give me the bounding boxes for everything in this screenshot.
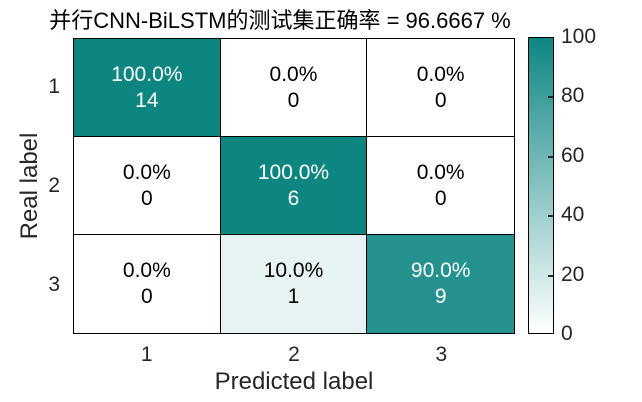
cell-count: 0 [287,88,300,112]
colorbar-tickmark-20 [548,274,553,277]
confusion-matrix-grid: 100.0% 14 0.0% 0 0.0% 0 0.0% 0 100.0% 6 0.0% 0 0.0% 0… [73,38,515,334]
matrix-cell-r1c3: 0.0% 0 [367,39,514,137]
y-tick-3: 3 [48,272,60,296]
y-tick-2: 2 [48,174,60,197]
x-tick-3: 3 [435,343,448,366]
matrix-cell-r2c1: 0.0% 0 [74,137,221,235]
colorbar-tick-60: 60 [561,143,585,167]
cell-count: 14 [135,88,159,112]
cell-percent: 100.0% [111,62,183,86]
colorbar-tickmark-60 [548,155,553,158]
x-axis-label: Predicted label [214,368,374,395]
chart-title: 并行CNN-BiLSTM的测试集正确率 = 96.6667 % [49,8,511,33]
matrix-cell-r2c2: 100.0% 6 [220,137,368,235]
cell-percent: 0.0% [416,160,465,184]
cell-count: 6 [287,186,300,210]
cell-percent: 100.0% [257,160,330,184]
cell-count: 0 [140,285,153,308]
cell-count: 0 [140,186,153,210]
cell-percent: 90.0% [410,259,471,282]
colorbar-tick-20: 20 [561,262,585,286]
x-tick-1: 1 [140,343,153,366]
colorbar-tickmark-80 [548,96,553,99]
cell-count: 1 [287,285,300,308]
cell-count: 9 [434,285,447,308]
cell-percent: 0.0% [269,62,318,86]
matrix-cell-r2c3: 0.0% 0 [367,137,514,235]
matrix-cell-r1c2: 0.0% 0 [220,39,368,137]
matrix-cell-r3c3: 90.0% 9 [367,235,514,333]
x-tick-2: 2 [288,343,300,366]
colorbar-tick-80: 80 [561,84,585,108]
matrix-cell-r3c2: 10.0% 1 [220,235,368,333]
colorbar [528,37,554,334]
matrix-cell-r1c1: 100.0% 14 [74,39,221,137]
y-tick-1: 1 [48,75,60,99]
cell-percent: 0.0% [122,259,171,282]
colorbar-tick-40: 40 [561,203,585,227]
cell-percent: 0.0% [122,160,171,184]
colorbar-tick-0: 0 [561,322,573,345]
cell-percent: 0.0% [416,62,465,86]
cell-percent: 10.0% [263,259,324,282]
colorbar-tick-100: 100 [561,25,597,48]
cell-count: 0 [434,186,447,210]
matrix-cell-r3c1: 0.0% 0 [74,235,221,333]
colorbar-tickmark-40 [548,215,553,218]
cell-count: 0 [434,88,447,112]
